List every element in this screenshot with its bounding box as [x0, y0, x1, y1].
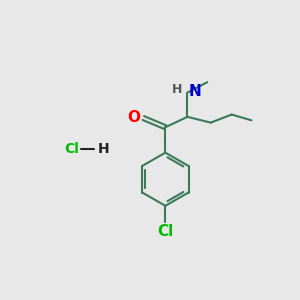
Text: N: N — [189, 84, 202, 99]
Text: Cl: Cl — [157, 224, 173, 239]
Text: H: H — [98, 142, 109, 156]
Text: O: O — [128, 110, 140, 124]
Text: Cl: Cl — [64, 142, 79, 156]
Text: H: H — [172, 83, 182, 96]
